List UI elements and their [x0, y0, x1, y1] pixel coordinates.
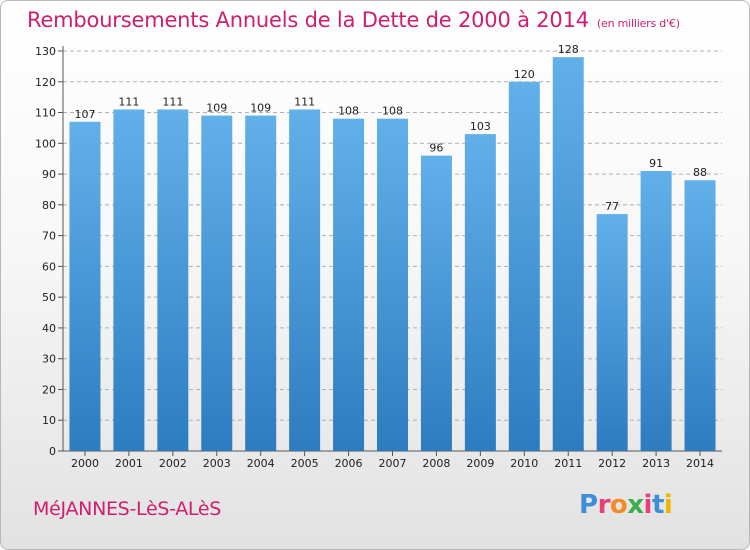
x-tick-label: 2013: [642, 457, 670, 470]
commune-name: MéJANNES-LèS-ALèS: [33, 498, 222, 520]
data-label: 128: [558, 43, 579, 56]
data-label: 109: [206, 102, 227, 115]
x-tick-label: 2008: [422, 457, 450, 470]
y-tick-label: 70: [42, 230, 56, 243]
data-label: 96: [429, 142, 443, 155]
bar: [113, 109, 145, 451]
data-label: 88: [693, 166, 707, 179]
bar: [508, 81, 540, 452]
data-label: 77: [605, 200, 619, 213]
bar: [684, 180, 716, 451]
x-tick-label: 2009: [466, 457, 494, 470]
y-tick-label: 50: [42, 291, 56, 304]
bar: [201, 115, 233, 451]
x-tick-label: 2014: [686, 457, 714, 470]
x-tick-label: 2005: [291, 457, 319, 470]
logo-letter: o: [609, 490, 628, 520]
data-label: 91: [649, 157, 663, 170]
y-tick-label: 0: [49, 445, 56, 458]
y-tick-label: 80: [42, 199, 56, 212]
y-tick-label: 20: [42, 383, 56, 396]
bar: [245, 115, 277, 451]
x-tick-label: 2002: [159, 457, 187, 470]
logo-letter: P: [579, 490, 598, 520]
y-tick-label: 40: [42, 322, 56, 335]
y-tick-label: 10: [42, 414, 56, 427]
data-label: 108: [338, 105, 359, 118]
bar: [420, 155, 452, 451]
x-tick-label: 2007: [379, 457, 407, 470]
x-tick-label: 2001: [115, 457, 143, 470]
bar: [464, 134, 496, 452]
logo-letter: r: [597, 490, 611, 520]
data-label: 111: [162, 95, 183, 108]
proxiti-logo[interactable]: Proxiti: [579, 490, 673, 520]
data-label: 111: [118, 95, 139, 108]
data-label: 107: [74, 108, 95, 121]
x-tick-label: 2000: [71, 457, 99, 470]
logo-letter: i: [643, 490, 653, 520]
data-label: 109: [250, 102, 271, 115]
y-tick-label: 120: [35, 76, 56, 89]
x-tick-label: 2006: [335, 457, 363, 470]
y-tick-label: 60: [42, 260, 56, 273]
bar: [333, 118, 365, 451]
y-tick-label: 130: [35, 45, 56, 58]
bar: [377, 118, 408, 451]
data-label: 120: [514, 68, 535, 81]
bar: [640, 171, 672, 451]
y-tick-label: 110: [35, 107, 56, 120]
logo-letter: t: [651, 490, 664, 520]
x-tick-label: 2012: [598, 457, 626, 470]
x-tick-label: 2011: [554, 457, 582, 470]
logo-letter: i: [663, 490, 673, 520]
bar: [596, 214, 628, 451]
chart-subtitle: (en milliers d'€): [596, 17, 680, 30]
bar: [552, 57, 584, 452]
y-tick-label: 100: [35, 137, 56, 150]
x-tick-label: 2004: [247, 457, 275, 470]
x-tick-label: 2003: [203, 457, 231, 470]
x-tick-label: 2010: [510, 457, 538, 470]
data-label: 108: [382, 105, 403, 118]
y-tick-label: 30: [42, 353, 56, 366]
data-label: 111: [294, 95, 315, 108]
bar: [157, 109, 189, 451]
bar: [289, 109, 321, 451]
chart-title-text: Remboursements Annuels de la Dette de 20…: [27, 8, 589, 32]
y-tick-label: 90: [42, 168, 56, 181]
bar: [69, 121, 101, 452]
data-label: 103: [470, 120, 491, 133]
logo-letter: x: [627, 490, 644, 520]
chart-title: Remboursements Annuels de la Dette de 20…: [27, 8, 680, 32]
